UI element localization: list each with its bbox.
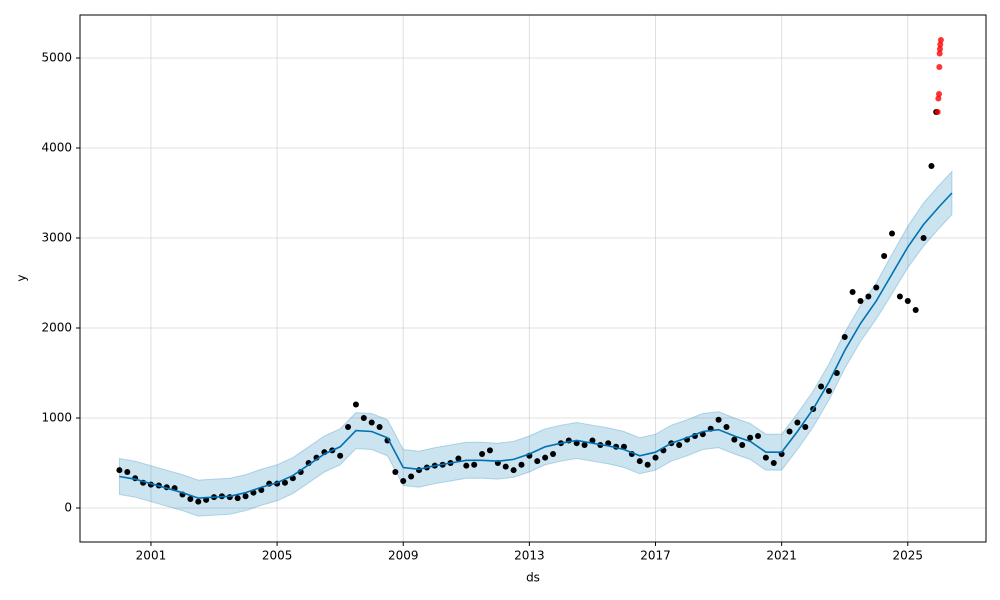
observed-point bbox=[502, 463, 509, 470]
observed-point bbox=[281, 479, 288, 486]
observed-point bbox=[518, 461, 525, 468]
observed-point bbox=[715, 416, 722, 423]
observed-point bbox=[510, 467, 517, 474]
anomaly-point bbox=[936, 50, 943, 57]
observed-point bbox=[920, 235, 927, 242]
observed-point bbox=[762, 454, 769, 461]
observed-point bbox=[794, 419, 801, 426]
observed-point bbox=[723, 423, 730, 430]
observed-point bbox=[124, 468, 131, 475]
anomaly-point bbox=[937, 37, 944, 44]
observed-point bbox=[116, 467, 123, 474]
x-tick-label: 2001 bbox=[136, 549, 167, 563]
x-axis-label: ds bbox=[526, 571, 540, 585]
observed-point bbox=[234, 495, 241, 502]
y-tick-label: 0 bbox=[64, 500, 72, 514]
observed-point bbox=[573, 440, 580, 447]
x-tick-label: 2013 bbox=[514, 549, 545, 563]
observed-point bbox=[368, 419, 375, 426]
observed-point bbox=[337, 452, 344, 459]
observed-point bbox=[376, 423, 383, 430]
observed-point bbox=[849, 288, 856, 295]
observed-point bbox=[896, 293, 903, 300]
observed-point bbox=[542, 454, 549, 461]
observed-point bbox=[770, 459, 777, 466]
y-tick-label: 4000 bbox=[41, 141, 72, 155]
observed-point bbox=[912, 306, 919, 313]
observed-point bbox=[889, 230, 896, 237]
observed-point bbox=[739, 441, 746, 448]
observed-point bbox=[360, 414, 367, 421]
y-tick-label: 1000 bbox=[41, 410, 72, 424]
observed-point bbox=[731, 436, 738, 443]
uncertainty-band bbox=[118, 170, 953, 517]
anomaly-point bbox=[936, 91, 943, 98]
observed-point bbox=[345, 423, 352, 430]
x-tick-label: 2005 bbox=[262, 549, 293, 563]
plot-frame bbox=[79, 14, 987, 543]
observed-point bbox=[786, 428, 793, 435]
observed-point bbox=[881, 253, 888, 260]
y-tick-label: 3000 bbox=[41, 231, 72, 245]
x-tick-label: 2009 bbox=[388, 549, 419, 563]
observed-point bbox=[581, 441, 588, 448]
x-tick-label: 2021 bbox=[766, 549, 797, 563]
observed-point bbox=[928, 163, 935, 170]
observed-point bbox=[550, 450, 557, 457]
y-tick-label: 2000 bbox=[41, 320, 72, 334]
observed-point bbox=[652, 454, 659, 461]
anomaly-point bbox=[934, 109, 941, 116]
observed-point bbox=[195, 498, 202, 505]
observed-point bbox=[755, 432, 762, 439]
observed-point bbox=[857, 297, 864, 304]
observed-point bbox=[802, 423, 809, 430]
observed-point bbox=[747, 434, 754, 441]
y-tick-label: 5000 bbox=[41, 51, 72, 65]
anomaly-point bbox=[935, 95, 942, 102]
observed-point bbox=[644, 461, 651, 468]
observed-point bbox=[620, 443, 627, 450]
observed-point bbox=[400, 477, 407, 484]
observed-point bbox=[486, 447, 493, 454]
observed-point bbox=[904, 297, 911, 304]
x-tick-label: 2017 bbox=[640, 549, 671, 563]
observed-point bbox=[833, 369, 840, 376]
observed-point bbox=[392, 468, 399, 475]
x-tick-label: 2025 bbox=[893, 549, 924, 563]
observed-point bbox=[479, 450, 486, 457]
observed-point bbox=[865, 293, 872, 300]
observed-point bbox=[187, 495, 194, 502]
observed-point bbox=[589, 437, 596, 444]
anomaly-point bbox=[936, 46, 943, 53]
observed-point bbox=[463, 462, 470, 469]
observed-point bbox=[818, 383, 825, 390]
observed-point bbox=[534, 458, 541, 465]
y-axis-label: y bbox=[15, 274, 29, 281]
observed-point bbox=[471, 461, 478, 468]
observed-point bbox=[408, 473, 415, 480]
observed-point bbox=[825, 387, 832, 394]
observed-point bbox=[605, 440, 612, 447]
observed-point bbox=[841, 333, 848, 340]
anomaly-point bbox=[937, 41, 944, 48]
anomaly-point bbox=[936, 64, 943, 71]
observed-point bbox=[873, 284, 880, 291]
observed-point bbox=[676, 441, 683, 448]
observed-point bbox=[455, 455, 462, 462]
observed-point bbox=[636, 458, 643, 465]
forecast-line bbox=[119, 192, 953, 499]
observed-point bbox=[352, 401, 359, 408]
observed-point bbox=[242, 493, 249, 500]
